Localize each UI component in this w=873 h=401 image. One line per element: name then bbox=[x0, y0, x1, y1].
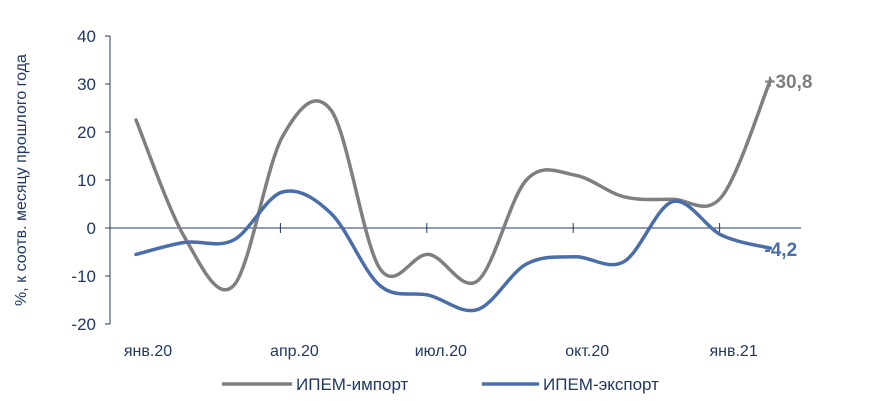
legend-label-import: ИПЕМ-импорт bbox=[296, 375, 409, 394]
end-value-label-export: -4,2 bbox=[764, 240, 797, 261]
y-tick-label: 20 bbox=[77, 123, 96, 142]
x-tick-label: окт.20 bbox=[565, 343, 609, 360]
y-tick-label: -20 bbox=[71, 315, 96, 334]
x-tick-label: июл.20 bbox=[415, 343, 467, 360]
y-tick-label: 0 bbox=[87, 219, 96, 238]
end-value-label-import: +30,8 bbox=[764, 72, 812, 93]
x-tick-label: янв.20 bbox=[124, 343, 172, 360]
legend-label-export: ИПЕМ-экспорт bbox=[543, 375, 659, 394]
y-axis: -20 -10 0 10 20 30 40 bbox=[71, 27, 110, 334]
legend: ИПЕМ-импорт ИПЕМ-экспорт bbox=[222, 375, 659, 394]
series-line-export bbox=[136, 191, 770, 311]
x-tick-label: янв.21 bbox=[709, 343, 757, 360]
y-tick-label: 30 bbox=[77, 75, 96, 94]
y-tick-label: -10 bbox=[71, 267, 96, 286]
series-layer: +30,8 -4,2 bbox=[136, 72, 812, 310]
series-line-import bbox=[136, 80, 770, 290]
y-tick-label: 40 bbox=[77, 27, 96, 46]
y-tick-label: 10 bbox=[77, 171, 96, 190]
y-axis-title: %, к соотв. месяцу прошлого года bbox=[13, 54, 30, 306]
x-tick-label: апр.20 bbox=[270, 343, 319, 360]
